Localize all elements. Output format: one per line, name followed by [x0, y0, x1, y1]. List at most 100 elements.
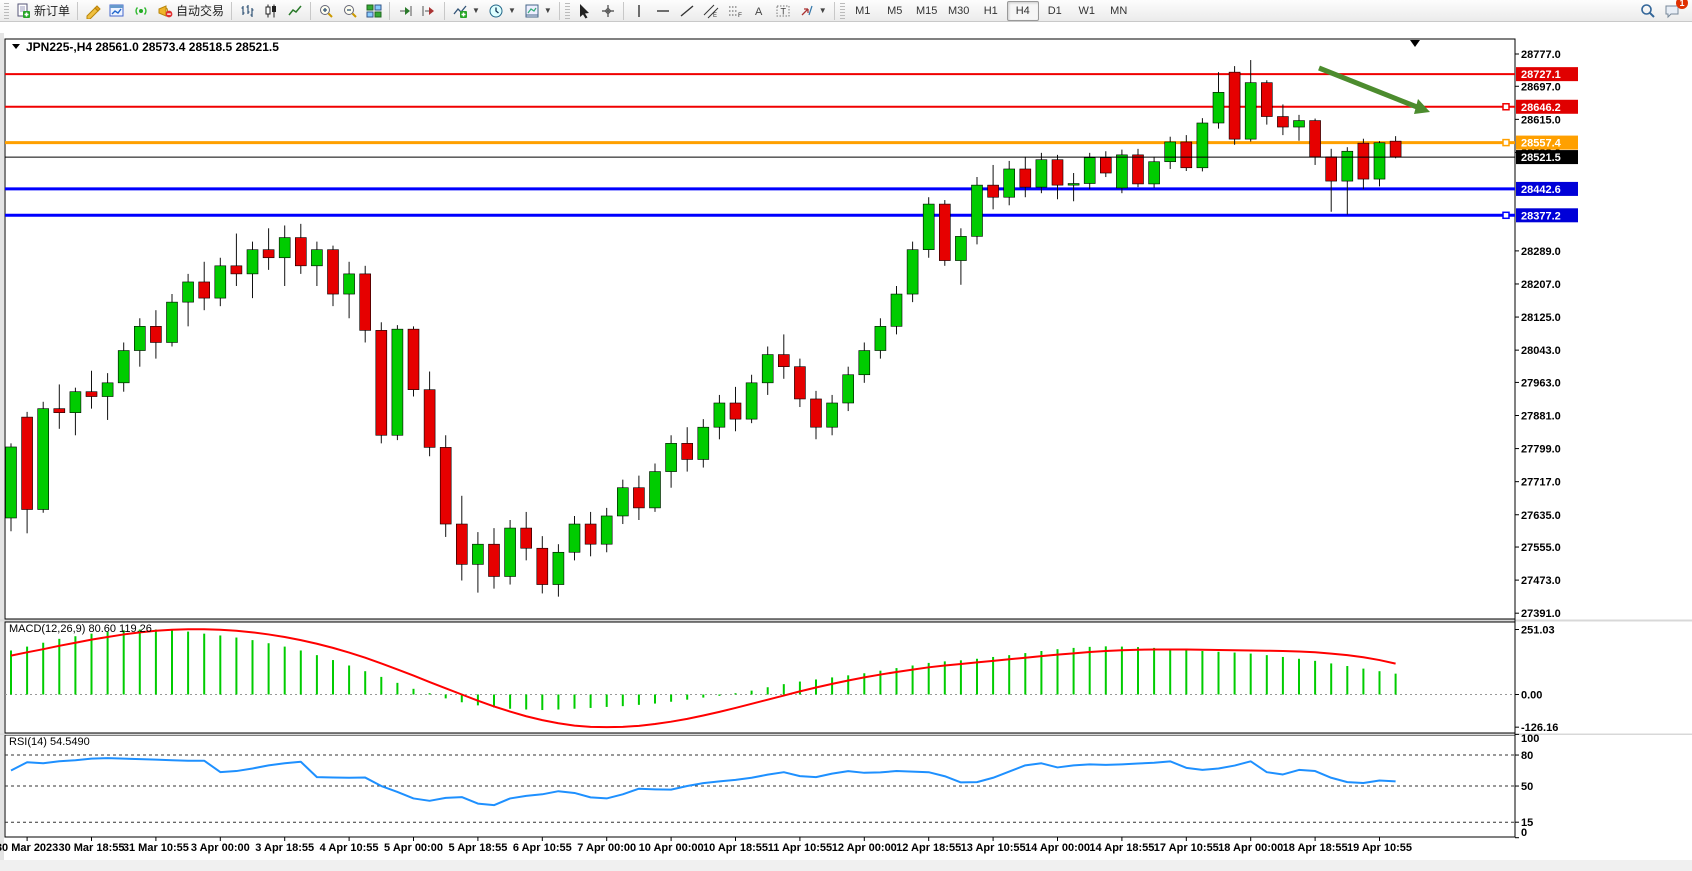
price-badge: [1516, 67, 1578, 82]
price-badge: [1516, 150, 1578, 165]
toolbar-separator: [833, 1, 835, 20]
rsi-pane: [4, 734, 1516, 838]
candlestick-mode-button[interactable]: [259, 0, 283, 22]
community-chat-button[interactable]: 1: [1660, 0, 1688, 22]
timeframe-button-M1[interactable]: M1: [855, 4, 871, 17]
crosshair-icon: [601, 4, 614, 17]
candle: [1357, 142, 1370, 180]
toolbar-grip[interactable]: [839, 2, 845, 19]
toolbar-grip[interactable]: [4, 2, 9, 19]
zoom-in-button[interactable]: [314, 0, 338, 22]
autotrade-label: 自动交易: [176, 4, 225, 18]
channel-tool-button[interactable]: E: [699, 0, 723, 22]
candle: [616, 487, 629, 517]
time-axis-label: 13 Apr 10:55: [961, 842, 1026, 854]
timeframe-button-M15[interactable]: M15: [916, 4, 938, 17]
candle: [407, 328, 420, 390]
price-tick-label: 28125.0: [1521, 312, 1561, 324]
search-icon: [1641, 3, 1655, 18]
level-handle[interactable]: [1502, 103, 1510, 111]
candle: [1373, 142, 1386, 180]
trendline-icon: [680, 4, 694, 17]
styles-button[interactable]: [81, 0, 105, 22]
candle: [359, 273, 372, 331]
time-axis-label: 31 Mar 10:55: [123, 842, 189, 854]
candle: [1389, 140, 1402, 158]
svg-text:F: F: [738, 12, 742, 19]
new-order-button[interactable]: 新订单: [11, 0, 74, 22]
text-label-tool-button[interactable]: T: [771, 0, 795, 22]
pane-separator[interactable]: [0, 733, 1692, 736]
price-tick-label: 28289.0: [1521, 246, 1561, 258]
svg-text:A: A: [755, 6, 763, 18]
fibonacci-tool-button[interactable]: F: [723, 0, 747, 22]
pane-separator[interactable]: [0, 619, 1692, 622]
chevron-down-icon: ▼: [818, 6, 827, 15]
vertical-line-tool-button[interactable]: [627, 0, 651, 22]
price-tick-label: 27391.0: [1521, 608, 1561, 620]
trend-arrow-annotation[interactable]: [1318, 65, 1418, 110]
timeframe-button-D1[interactable]: D1: [1047, 4, 1062, 17]
candle: [761, 354, 774, 384]
toolbar-separator: [444, 1, 446, 20]
trendline-tool-button[interactable]: [675, 0, 699, 22]
timeframe-button-H4[interactable]: H4: [1006, 0, 1039, 21]
indicators-icon: [453, 5, 468, 18]
time-axis-label: 3 Apr 00:00: [191, 842, 250, 854]
price-tick-label: 27717.0: [1521, 477, 1561, 489]
price-badge-label: 28557.4: [1521, 138, 1562, 150]
search-button[interactable]: [1636, 0, 1660, 22]
candlestick-icon: [265, 4, 277, 17]
time-axis-label: 5 Apr 00:00: [384, 842, 443, 854]
horizontal-line-tool-button[interactable]: [651, 0, 675, 22]
candle: [1067, 183, 1080, 186]
time-axis-label: 18 Apr 00:00: [1218, 842, 1283, 854]
candle: [198, 281, 210, 299]
text-tool-button[interactable]: A: [747, 0, 771, 22]
candle: [85, 391, 98, 397]
timeframe-group: M1 M5 M15 M30 H1 H4 D1 W1 MN: [847, 0, 1135, 21]
toolbar-grip[interactable]: [564, 2, 570, 19]
notification-badge: 1: [1676, 0, 1688, 9]
candle: [1083, 157, 1096, 184]
arrows-tool-button[interactable]: ▼: [795, 0, 831, 22]
level-handle[interactable]: [1502, 138, 1510, 147]
charts-window-button[interactable]: [105, 0, 129, 22]
timeframe-button-MN[interactable]: MN: [1110, 4, 1128, 17]
zoom-out-button[interactable]: [338, 0, 362, 22]
indicators-button[interactable]: ▼: [448, 0, 484, 22]
rsi-label: RSI(14) 54.5490: [9, 736, 90, 748]
candle: [1228, 71, 1241, 140]
templates-button[interactable]: ▼: [520, 0, 556, 22]
timeframe-button-W1[interactable]: W1: [1078, 4, 1095, 17]
candle: [1148, 161, 1160, 185]
candle: [391, 328, 404, 436]
tile-windows-button[interactable]: [362, 0, 386, 22]
shift-marker-icon[interactable]: [1410, 40, 1420, 47]
timeframe-button-H1[interactable]: H1: [983, 4, 998, 17]
timeframe-button-M30[interactable]: M30: [948, 4, 970, 17]
candle: [729, 402, 742, 420]
candle: [53, 408, 66, 413]
candle: [697, 426, 710, 460]
autotrade-button[interactable]: 自动交易: [153, 0, 228, 22]
signals-button[interactable]: [129, 0, 153, 22]
line-chart-mode-button[interactable]: [283, 0, 307, 22]
chart-shift-button[interactable]: [417, 0, 441, 22]
crosshair-tool-button[interactable]: [596, 0, 620, 22]
macd-tick-label: 0.00: [1521, 690, 1542, 702]
cursor-tool-button[interactable]: [572, 0, 596, 22]
symbol-dropdown-icon[interactable]: [12, 44, 20, 49]
chevron-down-icon: ▼: [472, 6, 480, 15]
chart-svg[interactable]: 28777.028697.028615.028533.028289.028207…: [0, 22, 1692, 871]
macd-signal-line: [10, 628, 1396, 729]
level-handle[interactable]: [1502, 211, 1510, 220]
tile-windows-icon: [366, 4, 382, 17]
bar-chart-mode-button[interactable]: [235, 0, 259, 22]
macd-label: MACD(12,26,9) 80.60 119.26: [9, 623, 152, 635]
toolbar-separator: [622, 1, 624, 20]
rsi-line: [10, 757, 1396, 807]
timeframe-button-M5[interactable]: M5: [887, 4, 903, 17]
periods-button[interactable]: ▼: [484, 0, 520, 22]
auto-scroll-button[interactable]: [393, 0, 417, 22]
